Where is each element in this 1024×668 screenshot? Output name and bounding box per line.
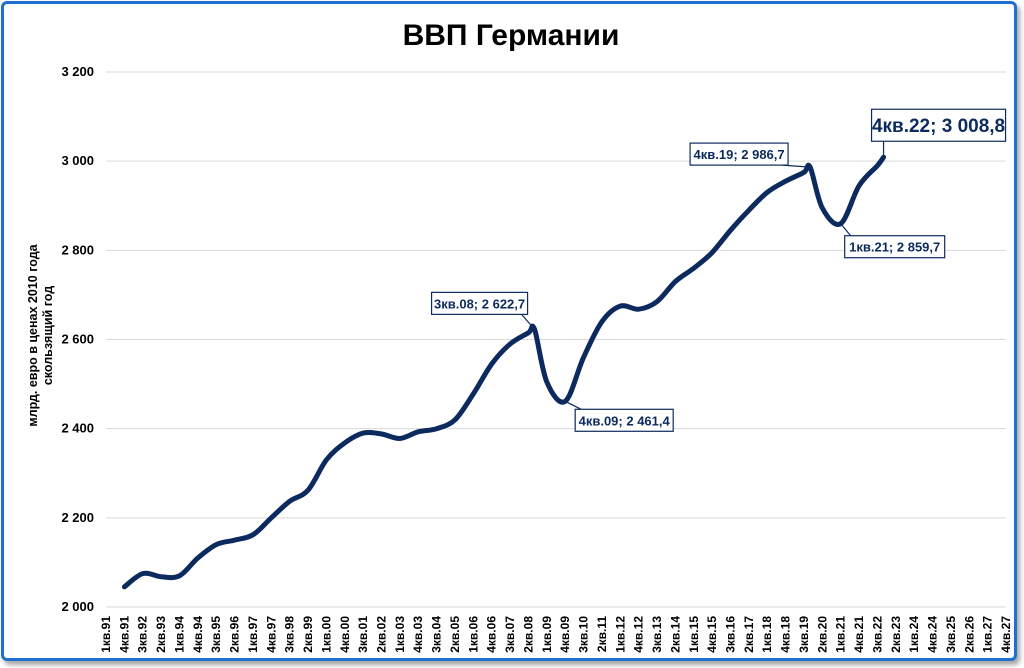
x-tick-label: 1кв.97: [246, 616, 260, 653]
x-tick-label: 3кв.10: [577, 616, 591, 653]
x-tick-label: 1кв.00: [319, 616, 333, 653]
callout-label: 3кв.08; 2 622,7: [434, 296, 525, 311]
x-tick-label: 3кв.22: [870, 616, 884, 653]
x-tick-label: 2кв.02: [375, 616, 389, 653]
data-callout: 4кв.22; 3 008,8: [870, 108, 1007, 158]
x-tick-label: 2кв.99: [301, 616, 315, 653]
y-tick-label: 2 000: [61, 599, 94, 614]
x-tick-label: 2кв.08: [521, 616, 535, 653]
x-tick-label: 4кв.12: [632, 616, 646, 653]
x-tick-label: 1кв.91: [99, 616, 113, 653]
x-tick-label: 2кв.93: [154, 616, 168, 653]
x-tick-label: 3кв.19: [797, 616, 811, 653]
x-tick-label: 4кв.24: [926, 616, 940, 653]
x-tick-label: 4кв.27: [999, 616, 1013, 653]
x-tick-label: 4кв.21: [852, 616, 866, 653]
y-axis-title: скользящий год: [41, 286, 55, 385]
x-tick-label: 2кв.20: [815, 616, 829, 653]
y-axis-title: млрд. евро в ценах 2010 года: [26, 243, 40, 426]
x-axis-ticks: 1кв.91 4кв.91 3кв.92 2кв.93 1кв.94 4кв.94 3кв.…: [99, 616, 1013, 653]
gdp-series-line: [121, 154, 887, 590]
callout-pointer: [840, 223, 852, 237]
callout-box: [574, 408, 674, 432]
data-callout: 3кв.08; 2 622,7: [430, 291, 536, 330]
x-tick-label: 3кв.95: [209, 616, 223, 653]
series-group: [121, 154, 887, 590]
annotations: 3кв.08; 2 622,7 4кв.09; 2 461,4 4кв.19; 2 …: [430, 108, 1007, 432]
x-tick-label: 1кв.15: [687, 616, 701, 653]
x-tick-label: 1кв.94: [172, 616, 186, 653]
x-tick-label: 2кв.23: [889, 616, 903, 653]
y-axis-ticks: 2 000 2 200 2 400 2 600 2 800 3 000 3 200: [61, 64, 94, 614]
x-tick-label: 1кв.27: [981, 616, 995, 653]
callout-pointer: [521, 313, 536, 330]
x-tick-label: 2кв.26: [962, 616, 976, 653]
x-tick-label: 4кв.91: [117, 616, 131, 653]
callout-pointer: [564, 400, 582, 410]
callout-label: 4кв.19; 2 986,7: [694, 147, 785, 162]
x-tick-label: 4кв.06: [485, 616, 499, 653]
x-tick-label: 3кв.98: [283, 616, 297, 653]
callout-label: 4кв.09; 2 461,4: [579, 413, 671, 428]
x-tick-label: 3кв.25: [944, 616, 958, 653]
gridlines: [106, 71, 1006, 608]
x-tick-label: 3кв.04: [430, 616, 444, 653]
x-tick-label: 4кв.94: [191, 616, 205, 653]
x-tick-label: 2кв.14: [668, 616, 682, 653]
callout-box: [870, 108, 1007, 142]
x-tick-label: 3кв.16: [723, 616, 737, 653]
x-tick-label: 2кв.05: [448, 616, 462, 653]
x-tick-label: 4кв.97: [264, 616, 278, 653]
data-callout: 1кв.21; 2 859,7: [840, 223, 946, 259]
x-tick-label: 1кв.18: [760, 616, 774, 653]
x-tick-label: 4кв.18: [779, 616, 793, 653]
callout-box: [689, 142, 789, 166]
x-tick-label: 2кв.17: [742, 616, 756, 653]
y-tick-label: 2 600: [61, 332, 94, 347]
data-callout: 4кв.19; 2 986,7: [689, 142, 811, 168]
x-tick-label: 2кв.11: [595, 616, 609, 652]
x-tick-label: 4кв.09: [558, 616, 572, 653]
x-tick-label: 1кв.24: [907, 616, 921, 653]
x-tick-label: 3кв.92: [136, 616, 150, 653]
chart-title: ВВП Германии: [403, 19, 620, 52]
callout-box: [844, 235, 946, 259]
x-tick-label: 4кв.03: [411, 616, 425, 653]
x-tick-label: 1кв.12: [613, 616, 627, 653]
callout-label: 4кв.22; 3 008,8: [872, 116, 1005, 137]
x-tick-label: 1кв.06: [466, 616, 480, 653]
y-tick-label: 2 800: [61, 242, 94, 257]
callout-label: 1кв.21; 2 859,7: [849, 240, 940, 255]
x-tick-label: 4кв.00: [338, 616, 352, 653]
x-tick-label: 2кв.96: [228, 616, 242, 653]
x-tick-label: 1кв.21: [834, 616, 848, 653]
x-tick-label: 1кв.03: [393, 616, 407, 653]
x-tick-label: 4кв.15: [705, 616, 719, 653]
x-tick-label: 3кв.13: [650, 616, 664, 653]
data-callout: 4кв.09; 2 461,4: [564, 400, 674, 432]
y-tick-label: 2 200: [61, 510, 94, 525]
y-tick-label: 3 200: [61, 64, 94, 79]
y-tick-label: 2 400: [61, 421, 94, 436]
y-tick-label: 3 000: [61, 153, 94, 168]
callout-box: [430, 291, 529, 315]
y-axis-label: млрд. евро в ценах 2010 года скользящий г…: [26, 243, 55, 426]
x-tick-label: 1кв.09: [540, 616, 554, 653]
x-tick-label: 3кв.01: [356, 616, 370, 653]
x-tick-label: 3кв.07: [503, 616, 517, 653]
